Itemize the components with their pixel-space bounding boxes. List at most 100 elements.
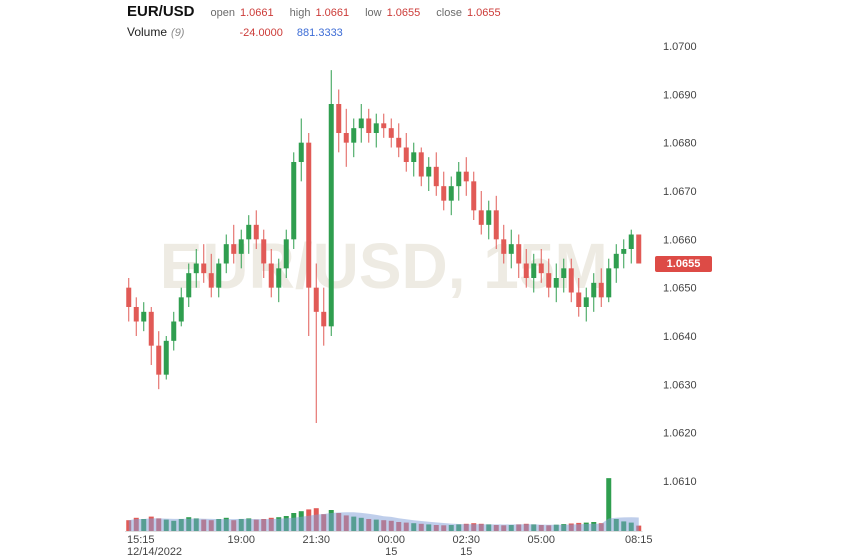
candle-body (516, 244, 522, 264)
x-axis-label: 00:00 (377, 534, 405, 546)
candle-body (223, 244, 229, 264)
candle-body (471, 181, 477, 211)
candle-body (156, 345, 162, 375)
candle-body (306, 142, 312, 288)
candle-body (343, 133, 349, 143)
candle-body (418, 152, 424, 177)
x-axis-label: 19:00 (227, 534, 255, 546)
candle-body (636, 234, 642, 264)
x-axis-label: 05:00 (527, 534, 555, 546)
y-axis-label: 1.0640 (663, 331, 697, 343)
ohlc-high: high 1.0661 (290, 3, 349, 21)
y-axis-label: 1.0690 (663, 89, 697, 101)
candle-body (628, 234, 634, 249)
candle-body (598, 282, 604, 298)
candle-body (171, 321, 177, 341)
candle-body (336, 104, 342, 133)
candle-body (381, 123, 387, 129)
candle-body (441, 186, 447, 201)
candle-body (538, 263, 544, 274)
candle-body (531, 263, 537, 278)
candle-body (261, 239, 267, 264)
y-axis-label: 1.0660 (663, 234, 697, 246)
candle-body (523, 263, 529, 278)
open-value: 1.0661 (240, 7, 274, 19)
candle-body (568, 268, 574, 293)
symbol-title: EUR/USD (127, 3, 195, 20)
candle-body (126, 287, 132, 307)
candle-body (433, 166, 439, 187)
x-axis-sublabel: 15 (385, 546, 397, 558)
candle-body (163, 340, 169, 375)
candle-body (493, 210, 499, 240)
ohlc-low: low 1.0655 (365, 3, 420, 21)
candle-body (373, 123, 379, 133)
candle-body (231, 244, 237, 254)
ohlc-close: close 1.0655 (436, 3, 500, 21)
indicator-value-blue: 881.3333 (296, 27, 343, 39)
indicator-name: Volume (127, 25, 168, 39)
candle-body (456, 171, 462, 187)
y-axis: 1.0700 1.0690 1.0680 1.0670 1.0660 1.0650 1.06… (663, 41, 697, 488)
candle-body (216, 263, 222, 288)
candle-body (283, 239, 289, 269)
candle-body (291, 162, 297, 240)
y-axis-label: 1.0620 (663, 428, 697, 440)
volume-bar (606, 478, 612, 531)
candle-body (561, 268, 567, 278)
candle-body (186, 273, 192, 298)
candle-body (613, 253, 619, 269)
chart-header: EUR/USD open 1.0661 high 1.0661 low 1.0655 … (127, 3, 501, 21)
candle-body (463, 171, 469, 182)
candle-body (268, 263, 274, 288)
open-label: open (210, 7, 235, 19)
y-axis-label: 1.0610 (663, 476, 697, 488)
candle-body (411, 152, 417, 162)
candle-body (313, 287, 319, 312)
candle-body (141, 311, 147, 322)
candle-body (358, 118, 364, 129)
candle-body (193, 263, 199, 274)
candle-body (591, 282, 597, 298)
y-axis-label: 1.0650 (663, 283, 697, 295)
candle-body (388, 128, 394, 138)
volume-ma-area (128, 512, 639, 531)
close-value: 1.0655 (466, 7, 501, 19)
y-axis-label: 1.0670 (663, 186, 697, 198)
x-axis-label: 21:30 (302, 534, 330, 546)
volume-layer (125, 478, 643, 532)
candle-body (508, 244, 514, 254)
high-label: high (289, 7, 311, 19)
x-axis-sublabel: 15 (460, 546, 472, 558)
candles-layer (126, 70, 642, 423)
low-label: low (365, 7, 382, 19)
candle-body (448, 186, 454, 201)
candle-body (298, 142, 304, 162)
candle-body (328, 104, 334, 327)
last-price-tag: 1.0655 (655, 255, 712, 272)
indicator-header: Volume (9) -24.0000 881.3333 (127, 25, 343, 39)
high-value: 1.0661 (315, 7, 350, 19)
candle-body (501, 239, 507, 254)
candle-body (351, 128, 357, 143)
candle-body (246, 224, 252, 240)
candle-body (208, 273, 214, 288)
candle-body (276, 268, 282, 288)
candle-body (583, 297, 589, 307)
low-value: 1.0655 (386, 7, 421, 19)
candle-body (238, 239, 244, 254)
y-axis-label: 1.0680 (663, 138, 697, 150)
candle-body (621, 249, 627, 254)
candle-body (321, 311, 327, 327)
y-axis-label: 1.0700 (663, 41, 697, 53)
x-axis-label: 15:15 (127, 534, 155, 546)
x-axis-label: 08:15 (625, 534, 653, 546)
candle-body (403, 147, 409, 162)
indicator-value-red: -24.0000 (239, 27, 283, 39)
close-label: close (436, 7, 462, 19)
candle-body (178, 297, 184, 322)
ohlc-open: open 1.0661 (211, 3, 274, 21)
